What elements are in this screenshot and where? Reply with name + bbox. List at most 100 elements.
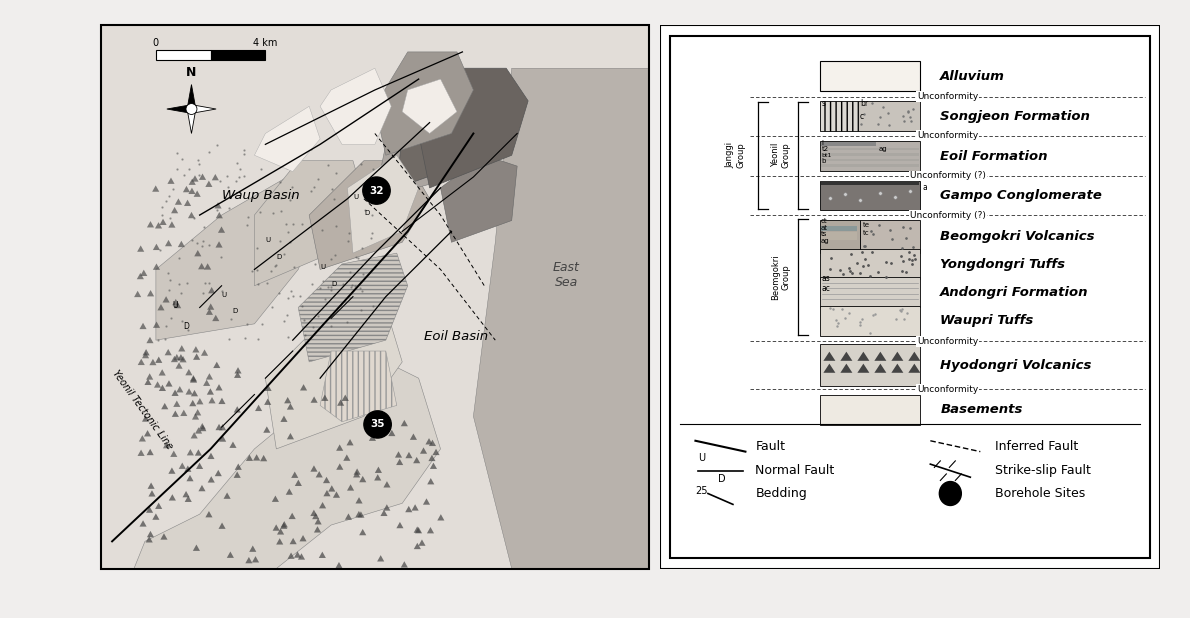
Polygon shape: [261, 455, 268, 461]
Polygon shape: [154, 321, 161, 328]
Polygon shape: [353, 468, 361, 475]
Circle shape: [939, 481, 962, 506]
Polygon shape: [372, 418, 380, 424]
Polygon shape: [207, 388, 214, 395]
Text: 4 km: 4 km: [253, 38, 277, 48]
Polygon shape: [193, 353, 200, 360]
Polygon shape: [174, 302, 181, 308]
Polygon shape: [255, 405, 262, 411]
Bar: [821, 226, 857, 231]
Polygon shape: [218, 226, 225, 233]
Polygon shape: [311, 396, 318, 403]
Text: 32: 32: [369, 185, 383, 195]
Polygon shape: [430, 462, 437, 469]
Polygon shape: [419, 540, 426, 546]
Polygon shape: [345, 514, 352, 520]
Polygon shape: [203, 379, 211, 386]
Polygon shape: [175, 198, 182, 205]
Polygon shape: [207, 453, 214, 459]
Polygon shape: [230, 441, 237, 448]
Polygon shape: [187, 475, 194, 481]
Polygon shape: [182, 491, 189, 497]
Polygon shape: [187, 449, 194, 455]
Text: Eoil Basin: Eoil Basin: [424, 330, 488, 343]
Polygon shape: [149, 490, 156, 496]
Polygon shape: [171, 389, 178, 396]
Polygon shape: [137, 245, 144, 252]
Polygon shape: [188, 212, 195, 218]
Polygon shape: [333, 491, 340, 497]
Polygon shape: [152, 185, 159, 192]
Text: Unconformity: Unconformity: [917, 92, 978, 101]
Polygon shape: [168, 221, 175, 227]
Bar: [820, 142, 920, 171]
Polygon shape: [299, 253, 408, 362]
Polygon shape: [152, 263, 159, 270]
Polygon shape: [214, 470, 221, 476]
Text: D: D: [331, 281, 337, 287]
Polygon shape: [396, 522, 403, 528]
Text: D: D: [183, 322, 189, 331]
Polygon shape: [377, 555, 384, 562]
Polygon shape: [189, 400, 196, 406]
Polygon shape: [440, 155, 518, 242]
Polygon shape: [139, 435, 146, 441]
Polygon shape: [375, 90, 484, 199]
Polygon shape: [319, 552, 326, 558]
Bar: [820, 249, 920, 279]
Polygon shape: [428, 439, 436, 446]
Polygon shape: [356, 511, 363, 517]
Bar: [820, 277, 920, 307]
Polygon shape: [347, 155, 419, 253]
Polygon shape: [402, 79, 457, 133]
Text: 0: 0: [152, 38, 159, 48]
Polygon shape: [167, 104, 192, 113]
Polygon shape: [227, 551, 234, 558]
Polygon shape: [289, 538, 296, 544]
Polygon shape: [194, 190, 201, 197]
Polygon shape: [175, 362, 182, 369]
Polygon shape: [234, 367, 242, 373]
Text: Unconformity (?): Unconformity (?): [910, 211, 985, 219]
Text: te: te: [863, 222, 870, 228]
Polygon shape: [428, 455, 436, 461]
Polygon shape: [196, 398, 203, 404]
Polygon shape: [294, 551, 301, 557]
Polygon shape: [401, 561, 408, 567]
Polygon shape: [207, 303, 214, 310]
Polygon shape: [315, 471, 322, 478]
Polygon shape: [426, 438, 433, 444]
Polygon shape: [186, 388, 193, 395]
Text: ag: ag: [821, 239, 829, 244]
Text: Yongdongri Tuffs: Yongdongri Tuffs: [940, 258, 1065, 271]
Bar: [820, 306, 920, 336]
Polygon shape: [337, 464, 344, 470]
Polygon shape: [312, 513, 319, 519]
Text: Unconformity: Unconformity: [917, 337, 978, 345]
Bar: [820, 344, 920, 386]
Text: Alluvium: Alluvium: [940, 70, 1006, 83]
Polygon shape: [213, 362, 220, 368]
Polygon shape: [369, 434, 376, 441]
Polygon shape: [252, 556, 259, 562]
Text: U: U: [221, 292, 227, 298]
Polygon shape: [195, 449, 202, 455]
Polygon shape: [347, 485, 355, 491]
Text: tc: tc: [863, 230, 869, 236]
Text: East
Sea: East Sea: [553, 261, 580, 289]
Polygon shape: [406, 506, 412, 512]
Polygon shape: [195, 427, 202, 434]
Polygon shape: [375, 467, 382, 473]
Polygon shape: [474, 68, 649, 569]
Text: b: b: [821, 158, 826, 164]
Polygon shape: [177, 354, 184, 360]
Polygon shape: [427, 478, 434, 485]
Polygon shape: [324, 490, 331, 496]
Polygon shape: [277, 528, 284, 535]
Polygon shape: [891, 363, 903, 373]
Text: Andongri Formation: Andongri Formation: [940, 286, 1089, 298]
Text: Basements: Basements: [940, 404, 1022, 417]
Text: Borehole Sites: Borehole Sites: [995, 487, 1085, 500]
Polygon shape: [190, 432, 198, 438]
Polygon shape: [378, 410, 386, 417]
